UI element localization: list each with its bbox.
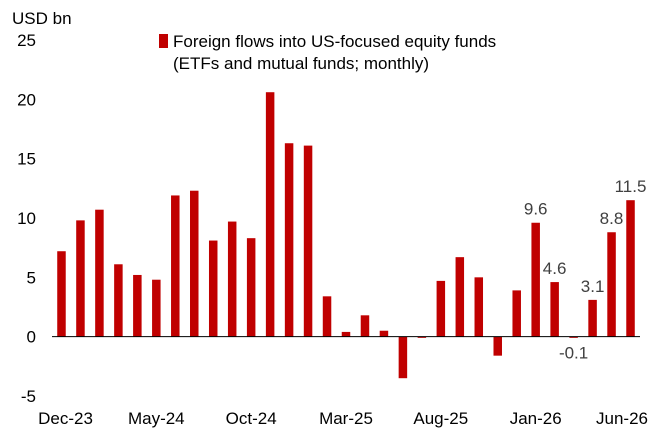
bar-may-26 <box>607 232 616 337</box>
x-tick-label: Mar-25 <box>319 409 373 428</box>
y-tick-label: 5 <box>27 268 36 287</box>
bar-dec-25 <box>512 290 521 337</box>
y-axis-unit-label: USD bn <box>12 9 72 28</box>
bar-aug-24 <box>208 240 218 337</box>
bar-feb-25 <box>322 296 332 337</box>
x-tick-label: Dec-23 <box>38 409 93 428</box>
y-tick-label: 25 <box>17 31 36 50</box>
bar-nov-24 <box>265 92 275 337</box>
data-labels: 9.6 4.6 -0.1 3.1 8.8 11.5 <box>524 177 647 363</box>
bar-sep-25 <box>455 257 465 337</box>
bar-dec-23 <box>57 251 66 337</box>
bar-jan-26 <box>531 222 540 337</box>
y-tick-label: 15 <box>17 150 36 169</box>
x-tick-label: Aug-25 <box>413 409 468 428</box>
bar-apr-24 <box>133 274 142 337</box>
bar-may-24 <box>152 279 161 337</box>
y-axis-ticks: -5 0 5 10 15 20 25 <box>17 31 36 406</box>
data-label: 3.1 <box>581 277 605 296</box>
bar-mar-26 <box>569 336 578 338</box>
bar-mar-25 <box>341 331 351 337</box>
bar-mar-24 <box>114 264 123 337</box>
y-tick-label: -5 <box>21 387 36 406</box>
x-axis-ticks: Dec-23 May-24 Oct-24 Mar-25 Aug-25 Jan-26 Jun-… <box>38 409 648 428</box>
bar-feb-24 <box>95 209 104 337</box>
data-label: 9.6 <box>524 200 548 219</box>
bar-apr-25 <box>360 315 370 337</box>
bars <box>57 92 635 379</box>
x-tick-label: Jun-26 <box>596 409 648 428</box>
bar-feb-26 <box>550 282 559 337</box>
x-tick-label: May-24 <box>128 409 185 428</box>
bar-jan-24 <box>76 220 85 337</box>
bar-apr-26 <box>588 299 597 337</box>
legend-swatch <box>159 34 168 48</box>
data-label: 8.8 <box>600 209 624 228</box>
legend-entry-line-2: (ETFs and mutual funds; monthly) <box>173 54 429 73</box>
y-tick-label: 0 <box>27 328 36 347</box>
bar-dec-24 <box>284 143 294 337</box>
bar-oct-25 <box>474 277 484 337</box>
bar-sep-24 <box>227 221 237 337</box>
x-tick-label: Oct-24 <box>226 409 277 428</box>
bar-jun-26 <box>626 200 635 337</box>
bar-jul-24 <box>190 190 199 337</box>
bar-jan-25 <box>303 145 313 337</box>
bar-aug-25 <box>436 280 446 337</box>
bar-nov-25 <box>493 336 502 356</box>
data-label: -0.1 <box>559 344 588 363</box>
data-label: 11.5 <box>615 177 647 196</box>
legend-entry-line-1: Foreign flows into US-focused equity fun… <box>173 32 496 51</box>
legend: Foreign flows into US-focused equity fun… <box>159 32 496 73</box>
bar-jul-25 <box>417 336 427 338</box>
bar-oct-24 <box>246 238 256 337</box>
bar-jun-24 <box>171 195 180 337</box>
bar-may-25 <box>379 330 389 337</box>
y-tick-label: 20 <box>17 90 36 109</box>
y-tick-label: 10 <box>17 209 36 228</box>
data-label: 4.6 <box>543 259 567 278</box>
x-tick-label: Jan-26 <box>510 409 562 428</box>
bar-jun-25 <box>398 336 408 379</box>
